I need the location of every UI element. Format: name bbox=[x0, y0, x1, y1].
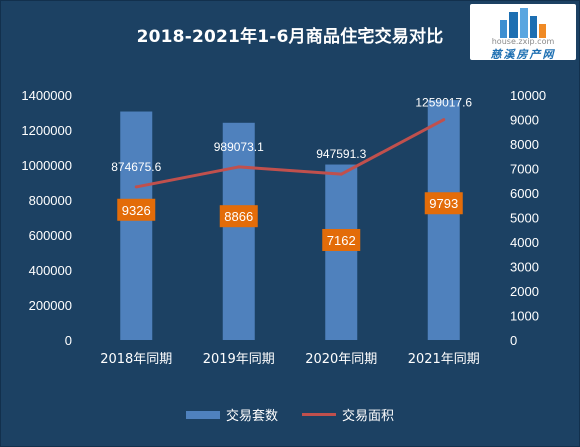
count-data-label: 9793 bbox=[429, 196, 458, 211]
y-right-tick-label: 5000 bbox=[510, 211, 539, 226]
area-point bbox=[237, 165, 241, 169]
count-data-label: 8866 bbox=[224, 209, 253, 224]
y-left-tick-label: 800000 bbox=[29, 193, 72, 208]
y-right-tick-label: 2000 bbox=[510, 284, 539, 299]
area-point bbox=[442, 118, 446, 122]
legend-swatch-bar bbox=[185, 410, 220, 419]
y-right-tick-label: 7000 bbox=[510, 162, 539, 177]
chart-legend: 交易套数 交易面积 bbox=[0, 405, 580, 424]
y-left-tick-label: 200000 bbox=[29, 298, 72, 313]
legend-item-bar: 交易套数 bbox=[185, 405, 278, 424]
y-left-tick-label: 0 bbox=[65, 333, 72, 348]
count-data-label: 7162 bbox=[327, 233, 356, 248]
chart-title: 2018-2021年1-6月商品住宅交易对比 bbox=[136, 27, 444, 47]
area-point bbox=[134, 185, 138, 189]
y-left-tick-label: 600000 bbox=[29, 228, 72, 243]
bar bbox=[120, 111, 153, 340]
count-label-box bbox=[219, 205, 258, 228]
legend-label-bar: 交易套数 bbox=[225, 409, 278, 424]
bar bbox=[222, 122, 255, 341]
count-label-box bbox=[117, 198, 156, 221]
legend-swatch-line bbox=[302, 413, 336, 416]
building-icon bbox=[500, 8, 546, 38]
legend-item-line: 交易面积 bbox=[302, 405, 394, 424]
y-right-tick-label: 3000 bbox=[510, 260, 539, 275]
y-left-tick-label: 1000000 bbox=[21, 158, 72, 173]
bar bbox=[427, 100, 460, 340]
y-right-tick-label: 1000 bbox=[510, 309, 539, 324]
legend-label-line: 交易面积 bbox=[342, 409, 395, 424]
y-right-tick-label: 8000 bbox=[510, 137, 539, 152]
site-logo: house.zxip.com 慈溪房产网 bbox=[470, 4, 576, 61]
count-label-box bbox=[322, 228, 361, 251]
x-tick-label: 2019年同期 bbox=[203, 352, 275, 367]
y-left-tick-label: 400000 bbox=[29, 263, 72, 278]
count-data-label: 9326 bbox=[122, 203, 151, 218]
y-right-tick-label: 6000 bbox=[510, 186, 539, 201]
y-right-tick-label: 0 bbox=[510, 333, 517, 348]
area-data-label: 874675.6 bbox=[111, 160, 161, 174]
y-right-tick-label: 10000 bbox=[510, 88, 546, 103]
logo-name: 慈溪房产网 bbox=[490, 48, 556, 61]
y-left-tick-label: 1200000 bbox=[21, 123, 72, 138]
x-tick-label: 2020年同期 bbox=[305, 352, 377, 367]
y-right-tick-label: 4000 bbox=[510, 235, 539, 250]
count-label-box bbox=[424, 192, 463, 215]
y-right-tick-label: 9000 bbox=[510, 113, 539, 128]
y-left-tick-label: 1400000 bbox=[21, 88, 72, 103]
area-point bbox=[339, 172, 343, 176]
area-data-label: 947591.3 bbox=[316, 147, 366, 161]
x-tick-label: 2018年同期 bbox=[100, 352, 172, 367]
x-tick-label: 2021年同期 bbox=[408, 352, 480, 367]
area-data-label: 989073.1 bbox=[214, 140, 264, 154]
area-line bbox=[135, 118, 445, 189]
area-data-label: 1259017.6 bbox=[415, 96, 472, 110]
logo-url: house.zxip.com bbox=[491, 37, 555, 46]
bar bbox=[325, 164, 358, 340]
